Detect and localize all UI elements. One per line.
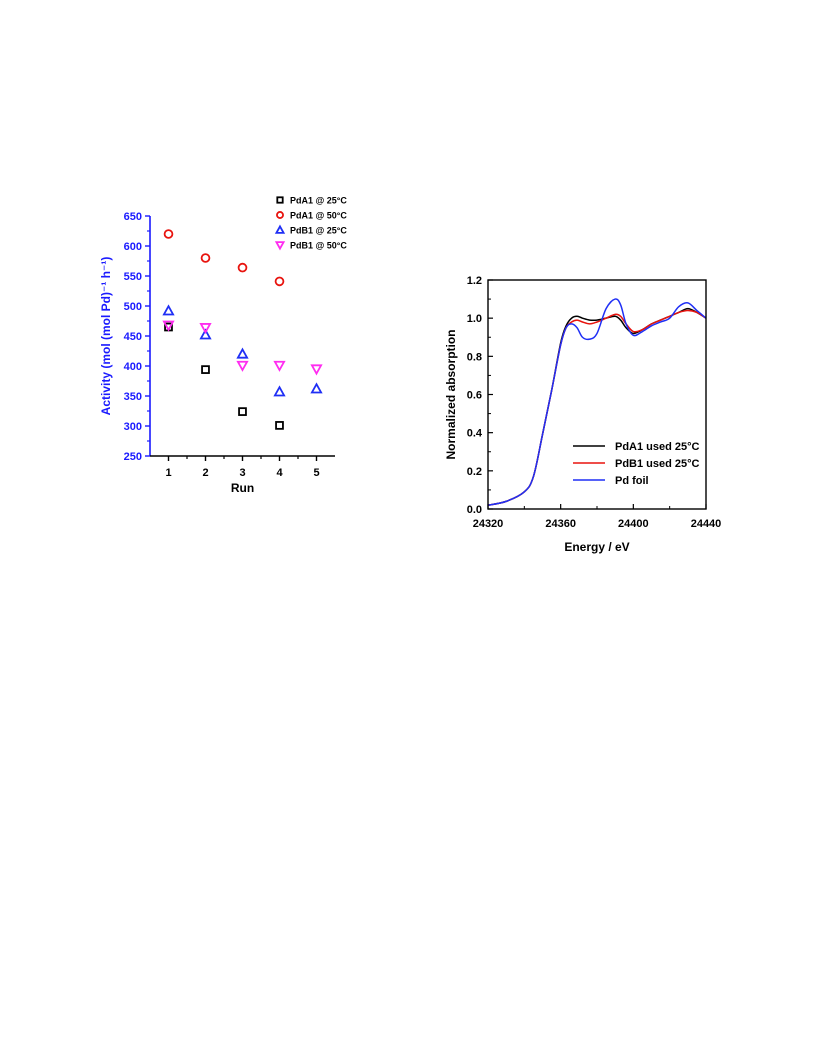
legend-item-pda1-used: PdA1 used 25°C — [573, 441, 700, 453]
legend-label: Pd foil — [615, 475, 649, 487]
y-tick-label: 550 — [124, 271, 142, 283]
xanes-lines — [487, 298, 707, 506]
y-tick-label: 350 — [124, 391, 142, 403]
data-point-triangle-up — [162, 304, 175, 316]
y-tick-label: 0.2 — [467, 466, 482, 478]
y-tick-label: 0.4 — [467, 428, 483, 440]
data-point-triangle-down — [236, 360, 249, 372]
xanes-chart-panel: 0.0 0.2 0.4 0.6 0.8 1.0 1.2 24320 24360 24400 2444… — [440, 266, 722, 562]
legend-marker-triangle-down — [274, 241, 286, 251]
legend-label: PdA1 @ 25°C — [290, 196, 347, 206]
activity-x-axis-title: Run — [231, 481, 254, 495]
legend-label: PdB1 @ 50°C — [290, 241, 347, 251]
series-line — [487, 307, 707, 506]
data-point-square — [275, 421, 284, 430]
data-point-square — [238, 407, 247, 416]
data-point-circle — [163, 229, 174, 239]
xanes-y-axis-title: Normalized absorption — [444, 329, 458, 459]
data-point-circle — [237, 262, 248, 273]
data-point-triangle-down — [310, 364, 323, 376]
legend-label: PdB1 @ 25°C — [290, 226, 347, 236]
legend-item-pda1-25: PdA1 @ 25°C — [276, 196, 347, 206]
x-tick-label: 4 — [276, 467, 283, 479]
y-tick-label: 1.2 — [467, 275, 482, 287]
legend-marker-square — [276, 196, 284, 204]
activity-y-axis-title: Activity (mol (mol Pd)⁻¹ h⁻¹) — [99, 257, 113, 416]
legend-label: PdA1 @ 50°C — [290, 211, 347, 221]
xanes-legend: PdA1 used 25°C PdB1 used 25°C Pd foil — [573, 441, 700, 487]
legend-label: PdA1 used 25°C — [615, 441, 700, 453]
xanes-axes: 0.0 0.2 0.4 0.6 0.8 1.0 1.2 24320 24360 24400 2444… — [467, 275, 722, 530]
y-tick-label: 600 — [124, 241, 142, 253]
x-tick-label: 1 — [165, 467, 171, 479]
data-point-triangle-up — [310, 382, 323, 394]
series-line — [487, 309, 707, 506]
y-tick-label: 300 — [124, 421, 142, 433]
xanes-x-axis-title: Energy / eV — [564, 540, 629, 554]
legend-symbol-triangle-down — [274, 241, 286, 251]
legend-label: PdB1 used 25°C — [615, 458, 700, 470]
y-tick-label: 250 — [124, 451, 142, 463]
legend-item-pdb1-used: PdB1 used 25°C — [573, 458, 700, 470]
y-tick-label: 650 — [124, 211, 142, 223]
data-point-triangle-up — [273, 385, 286, 397]
activity-legend: PdA1 @ 25°C PdA1 @ 50°C PdB1 @ 25°C PdB1… — [274, 196, 347, 251]
activity-markers — [162, 229, 323, 430]
x-tick-label: 5 — [313, 467, 319, 479]
legend-symbol-circle — [276, 211, 284, 219]
x-tick-label: 24400 — [618, 518, 649, 530]
series-line — [487, 298, 707, 506]
legend-symbol-triangle-up — [274, 224, 286, 234]
data-point-circle — [274, 276, 285, 287]
data-point-triangle-down — [162, 320, 175, 332]
xanes-chart: 0.0 0.2 0.4 0.6 0.8 1.0 1.2 24320 24360 24400 2444… — [444, 275, 722, 554]
legend-item-pd-foil: Pd foil — [573, 475, 649, 487]
activity-chart-panel: 250 300 350 400 450 500 550 600 650 1 2 3 4 5 Run Act… — [99, 186, 365, 496]
x-tick-label: 3 — [239, 467, 245, 479]
x-tick-label: 24440 — [691, 518, 722, 530]
y-tick-label: 450 — [124, 331, 142, 343]
legend-symbol-square — [276, 196, 284, 204]
data-point-square — [201, 365, 210, 374]
x-tick-label: 2 — [202, 467, 208, 479]
data-point-triangle-down — [273, 360, 286, 372]
x-tick-label: 24320 — [473, 518, 504, 530]
y-tick-label: 0.8 — [467, 351, 482, 363]
y-tick-label: 0.0 — [467, 504, 482, 516]
legend-item-pdb1-25: PdB1 @ 25°C — [274, 224, 347, 236]
data-point-triangle-up — [236, 347, 249, 359]
y-tick-label: 500 — [124, 301, 142, 313]
legend-marker-circle — [276, 211, 284, 219]
data-point-triangle-down — [199, 323, 212, 335]
activity-axes: 250 300 350 400 450 500 550 600 650 1 2 3 4 5 — [124, 211, 335, 479]
data-point-triangle-up — [199, 328, 212, 340]
data-point-circle — [200, 253, 211, 263]
x-tick-label: 24360 — [545, 518, 576, 530]
y-tick-label: 400 — [124, 361, 142, 373]
legend-item-pdb1-50: PdB1 @ 50°C — [274, 241, 347, 251]
legend-item-pda1-50: PdA1 @ 50°C — [276, 211, 347, 221]
y-tick-label: 1.0 — [467, 313, 482, 325]
y-tick-label: 0.6 — [467, 390, 482, 402]
legend-marker-triangle-up — [274, 224, 286, 234]
activity-chart: 250 300 350 400 450 500 550 600 650 1 2 3 4 5 Run Act… — [99, 196, 347, 496]
